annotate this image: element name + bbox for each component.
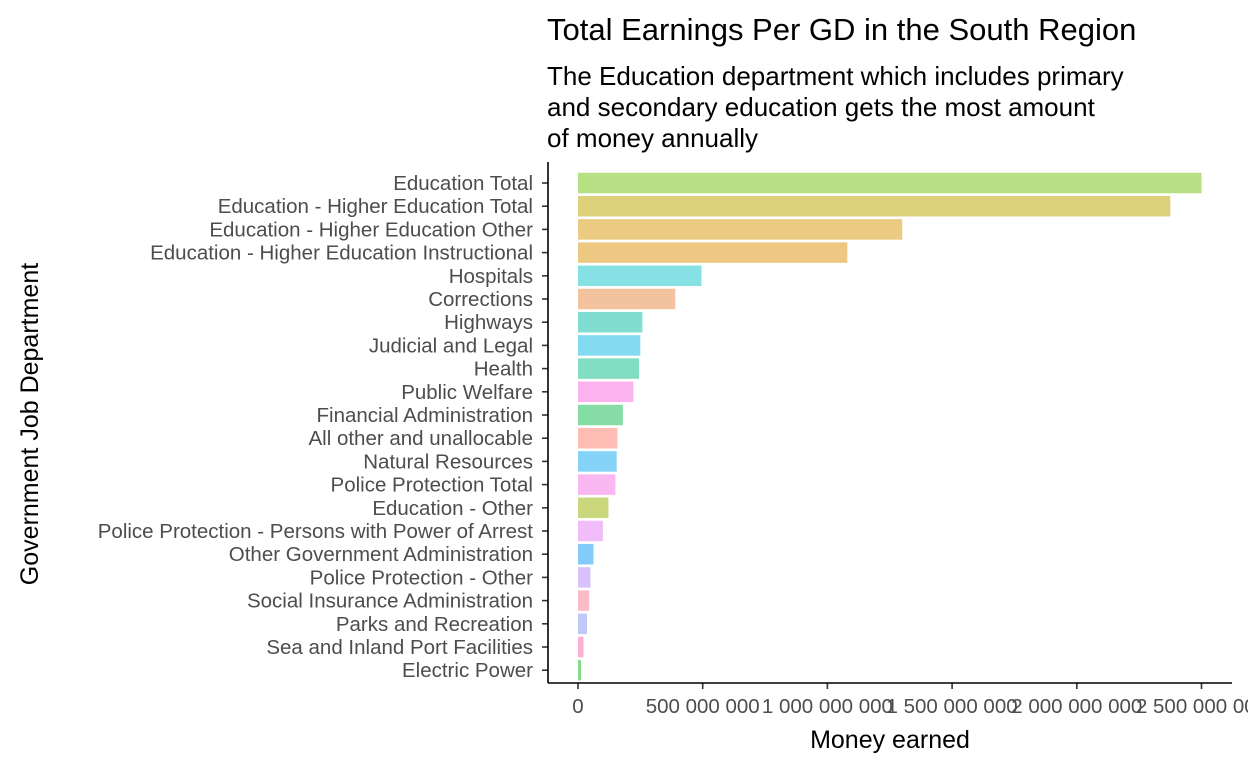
bar-hospitals — [578, 265, 702, 287]
bar-police-protection-other — [578, 567, 591, 588]
category-label: Education - Higher Education Other — [209, 218, 533, 241]
bar-public-welfare — [578, 381, 634, 403]
bar-education-other — [578, 497, 609, 519]
category-label: Financial Administration — [317, 404, 534, 427]
chart-subtitle-line-2: and secondary education gets the most am… — [547, 92, 1096, 122]
category-label: All other and unallocable — [308, 427, 533, 450]
category-label: Police Protection Total — [331, 474, 533, 497]
category-label: Health — [474, 358, 533, 381]
bar-health — [578, 358, 640, 379]
category-label: Hospitals — [449, 265, 533, 288]
bar-judicial-and-legal — [578, 335, 641, 356]
bar-all-other-and-unallocable — [578, 427, 618, 449]
x-tick-label: 1 500 000 000 — [887, 695, 1018, 718]
chart-subtitle-line-3: of money annually — [547, 123, 758, 153]
bar-series — [578, 172, 1202, 681]
x-axis-title: Money earned — [810, 726, 970, 754]
category-label: Corrections — [428, 288, 533, 311]
x-tick-label: 2 000 000 000 — [1011, 695, 1142, 718]
category-label: Highways — [444, 311, 533, 334]
category-label: Education - Other — [372, 497, 533, 520]
bar-police-protection-total — [578, 474, 616, 495]
category-label: Police Protection - Persons with Power o… — [98, 520, 534, 543]
bar-education-higher-education-total — [578, 195, 1171, 217]
category-label: Judicial and Legal — [369, 334, 533, 357]
bar-police-protection-persons-with-power-of-arrest — [578, 520, 603, 542]
bar-education-higher-education-other — [578, 219, 903, 240]
x-tick-label: 0 — [572, 695, 583, 718]
bar-education-total — [578, 172, 1202, 194]
x-tick-label: 2 500 000 000 — [1136, 695, 1248, 718]
chart-subtitle-line-1: The Education department which includes … — [547, 61, 1124, 91]
category-label: Natural Resources — [363, 450, 533, 473]
category-label: Other Government Administration — [229, 543, 533, 566]
x-tick-label: 500 000 000 — [646, 695, 760, 718]
category-label: Electric Power — [402, 659, 533, 682]
category-label: Education - Higher Education Instruction… — [150, 242, 533, 265]
chart-title: Total Earnings Per GD in the South Regio… — [547, 12, 1136, 47]
category-label: Social Insurance Administration — [247, 590, 533, 613]
bar-corrections — [578, 288, 676, 310]
category-label: Parks and Recreation — [336, 613, 533, 636]
category-label: Police Protection - Other — [310, 566, 533, 589]
bar-sea-and-inland-port-facilities — [578, 636, 584, 658]
category-label: Public Welfare — [401, 381, 533, 404]
bar-financial-administration — [578, 404, 623, 426]
bar-other-government-administration — [578, 543, 594, 565]
category-label: Sea and Inland Port Facilities — [266, 636, 533, 659]
category-label: Education - Higher Education Total — [218, 195, 533, 218]
bar-parks-and-recreation — [578, 613, 587, 635]
bar-education-higher-education-instructional — [578, 242, 848, 263]
bar-social-insurance-administration — [578, 590, 590, 611]
category-label: Education Total — [393, 172, 533, 195]
bar-natural-resources — [578, 451, 617, 472]
y-axis-title: Government Job Department — [16, 263, 44, 585]
bar-electric-power — [578, 659, 581, 681]
bar-highways — [578, 311, 643, 333]
x-tick-label: 1 000 000 000 — [762, 695, 893, 718]
